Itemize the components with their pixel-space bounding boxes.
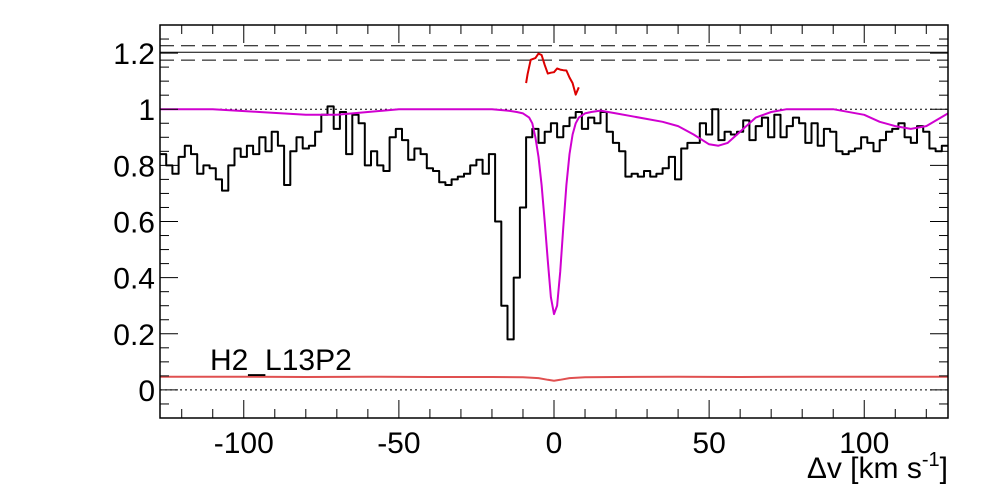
y-tick-label: 1	[138, 94, 155, 127]
series-residual	[160, 375, 948, 382]
y-tick-label: 0.8	[113, 150, 155, 183]
series-red-fragment	[525, 52, 580, 96]
series-observed	[160, 105, 948, 341]
axis-ticks	[160, 24, 948, 419]
x-tick-label: 100	[839, 427, 889, 460]
series-model	[160, 108, 949, 316]
y-tick-label: 1.2	[113, 38, 155, 71]
x-axis-title-close: ]	[940, 452, 948, 485]
x-tick-label: -50	[377, 427, 420, 460]
plot-frame	[159, 24, 949, 419]
line-label: H2_L13P2	[210, 344, 352, 377]
y-tick-label: 0	[138, 375, 155, 408]
y-tick-label: 0.4	[113, 263, 155, 296]
x-tick-label: -100	[214, 427, 274, 460]
x-tick-label: 0	[546, 427, 563, 460]
series-layer	[160, 52, 949, 382]
y-tick-label: 0.2	[113, 319, 155, 352]
x-axis-title: Δv [km s-1]	[807, 449, 948, 485]
x-tick-label: 50	[692, 427, 725, 460]
x-axis-title-sup: -1	[922, 449, 940, 471]
x-axis-title-main: Δv [km s	[807, 452, 922, 485]
tick-labels: -100 -50 0 50 100 0 0.2 0.4 0.6 0.8 1 1.2	[113, 38, 889, 460]
y-tick-label: 0.6	[113, 207, 155, 240]
